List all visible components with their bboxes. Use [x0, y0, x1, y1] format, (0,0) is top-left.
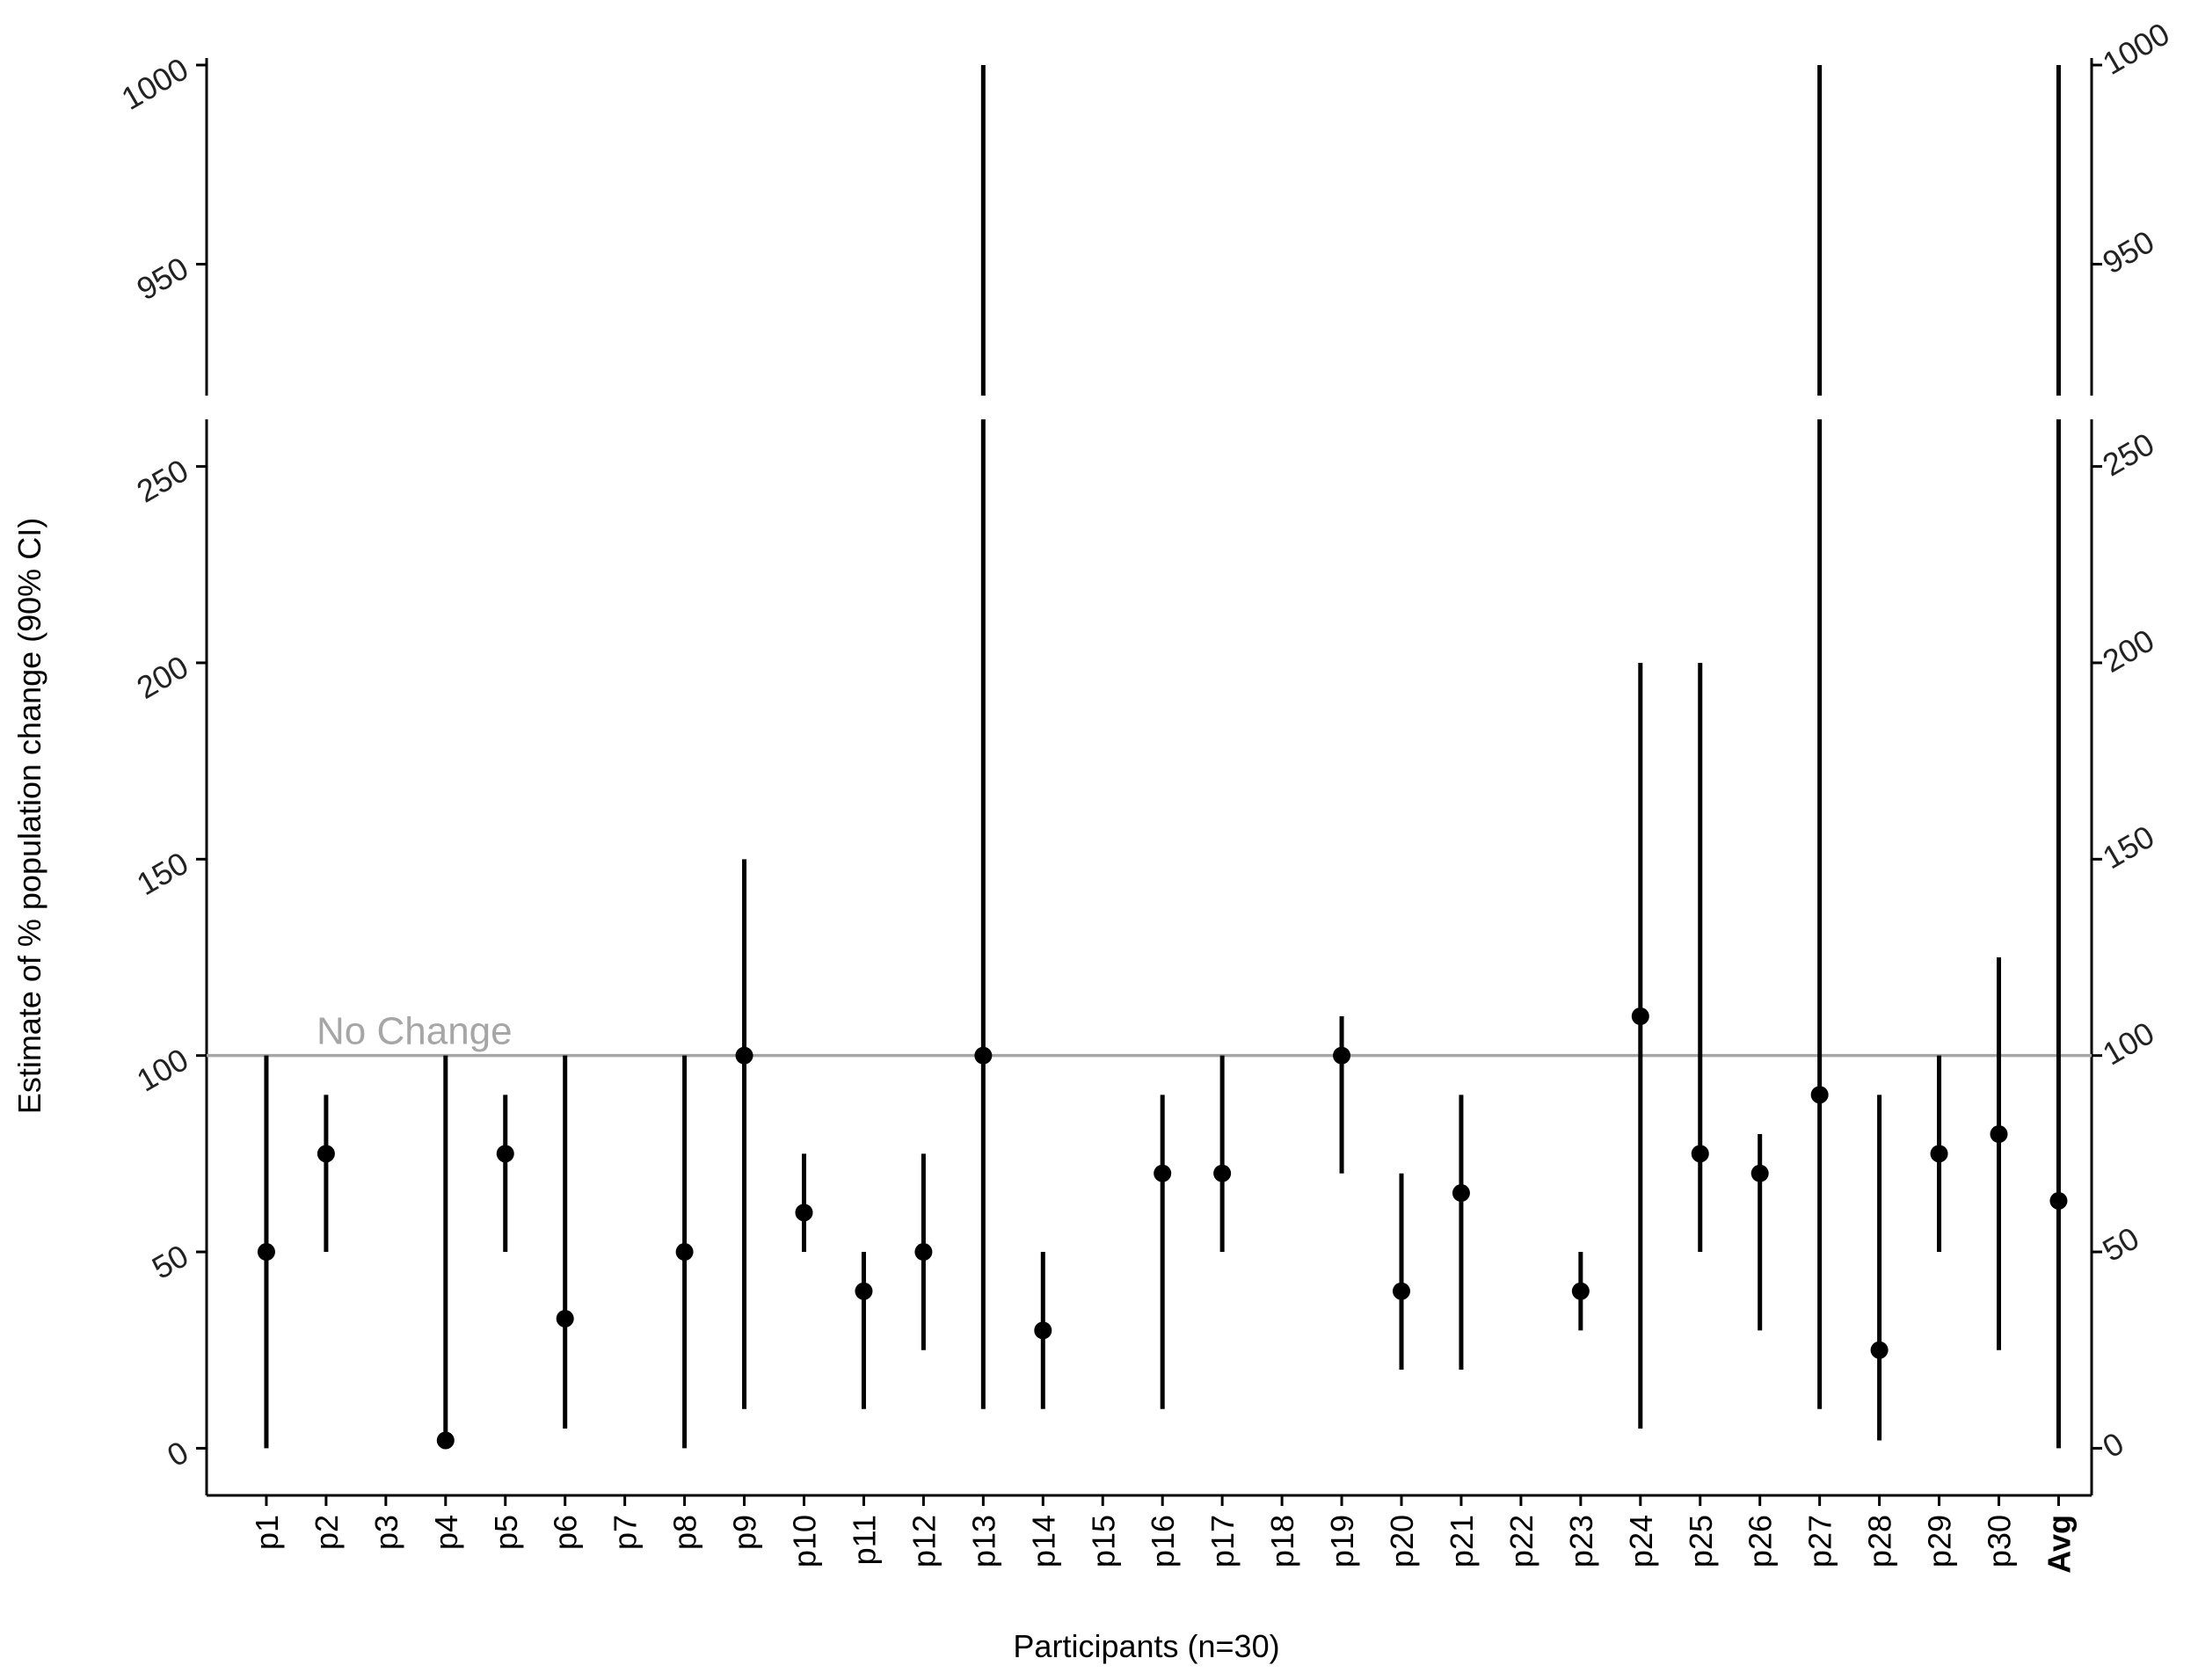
x-tick-label: p20	[1384, 1515, 1420, 1567]
x-tick-label: p2	[309, 1515, 345, 1550]
point	[1631, 1007, 1649, 1026]
x-tick-label: p10	[787, 1515, 823, 1567]
y-tick-label: 50	[146, 1237, 194, 1286]
x-tick-label: p9	[727, 1515, 763, 1550]
point	[257, 1243, 275, 1262]
point	[1034, 1321, 1052, 1340]
x-tick-label: p15	[1085, 1515, 1121, 1567]
point	[1810, 1086, 1829, 1104]
x-tick-label: p18	[1264, 1515, 1300, 1567]
point	[436, 1431, 455, 1450]
point	[1333, 1046, 1351, 1065]
x-tick-label: Avg	[2041, 1515, 2077, 1574]
point	[2049, 1191, 2068, 1210]
y-tick-label: 100	[130, 1041, 194, 1099]
reference-label: No Change	[317, 1010, 513, 1053]
x-tick-label: p6	[548, 1515, 584, 1550]
point	[974, 1046, 993, 1065]
point	[795, 1204, 813, 1222]
x-tick-label: p16	[1145, 1515, 1181, 1567]
x-tick-label: p1	[249, 1515, 285, 1550]
x-tick-label: p23	[1563, 1515, 1599, 1567]
point	[1154, 1164, 1172, 1182]
x-tick-label: p21	[1444, 1515, 1480, 1567]
x-tick-label: p7	[608, 1515, 644, 1550]
point	[1452, 1184, 1470, 1203]
y-axis-title: Estimate of % population change (90% CI)	[11, 518, 47, 1114]
x-tick-label: p4	[428, 1515, 464, 1550]
point	[1691, 1145, 1709, 1163]
y-tick-label-right: 200	[2097, 622, 2161, 680]
y-tick-label-right: 950	[2097, 223, 2161, 281]
point	[1990, 1125, 2008, 1144]
point	[496, 1145, 514, 1163]
y-tick-label: 150	[130, 845, 194, 903]
x-tick-label: p13	[965, 1515, 1001, 1567]
y-tick-label: 0	[161, 1434, 194, 1474]
y-tick-label: 250	[130, 452, 194, 510]
y-tick-label-right: 1000	[2097, 15, 2176, 82]
x-tick-label: p24	[1623, 1515, 1659, 1567]
x-tick-label: p27	[1802, 1515, 1838, 1567]
x-tick-label: p3	[368, 1515, 404, 1550]
x-tick-label: p25	[1683, 1515, 1719, 1567]
x-tick-label: p22	[1503, 1515, 1539, 1567]
point	[1571, 1282, 1590, 1300]
point	[735, 1046, 753, 1065]
x-tick-label: p26	[1743, 1515, 1779, 1567]
point	[855, 1282, 873, 1300]
x-tick-label: p17	[1205, 1515, 1241, 1567]
y-tick-label: 1000	[115, 50, 194, 117]
y-tick-label-right: 250	[2097, 425, 2161, 484]
point	[317, 1145, 335, 1163]
x-tick-label: p19	[1324, 1515, 1360, 1567]
point	[556, 1309, 574, 1327]
y-tick-label-right: 100	[2097, 1015, 2161, 1073]
x-tick-label: p14	[1025, 1515, 1061, 1567]
y-tick-label-right: 150	[2097, 818, 2161, 876]
x-axis-title: Participants (n=30)	[1013, 1628, 1279, 1664]
y-tick-label-right: 50	[2097, 1219, 2145, 1269]
point	[1393, 1282, 1410, 1300]
y-tick-label: 950	[130, 250, 194, 308]
point	[1870, 1341, 1889, 1359]
y-tick-label-right: 0	[2097, 1425, 2130, 1465]
point	[675, 1243, 694, 1262]
x-tick-label: p28	[1862, 1515, 1898, 1567]
point	[1930, 1145, 1948, 1163]
x-tick-label: p30	[1982, 1515, 2018, 1567]
x-tick-label: p11	[846, 1515, 882, 1565]
y-tick-label: 200	[130, 648, 194, 706]
point	[1750, 1164, 1769, 1182]
x-tick-label: p12	[906, 1515, 942, 1567]
x-tick-label: p29	[1922, 1515, 1958, 1567]
point	[914, 1243, 933, 1262]
point	[1213, 1164, 1232, 1182]
x-tick-label: p5	[488, 1515, 524, 1550]
x-tick-label: p8	[667, 1515, 703, 1550]
